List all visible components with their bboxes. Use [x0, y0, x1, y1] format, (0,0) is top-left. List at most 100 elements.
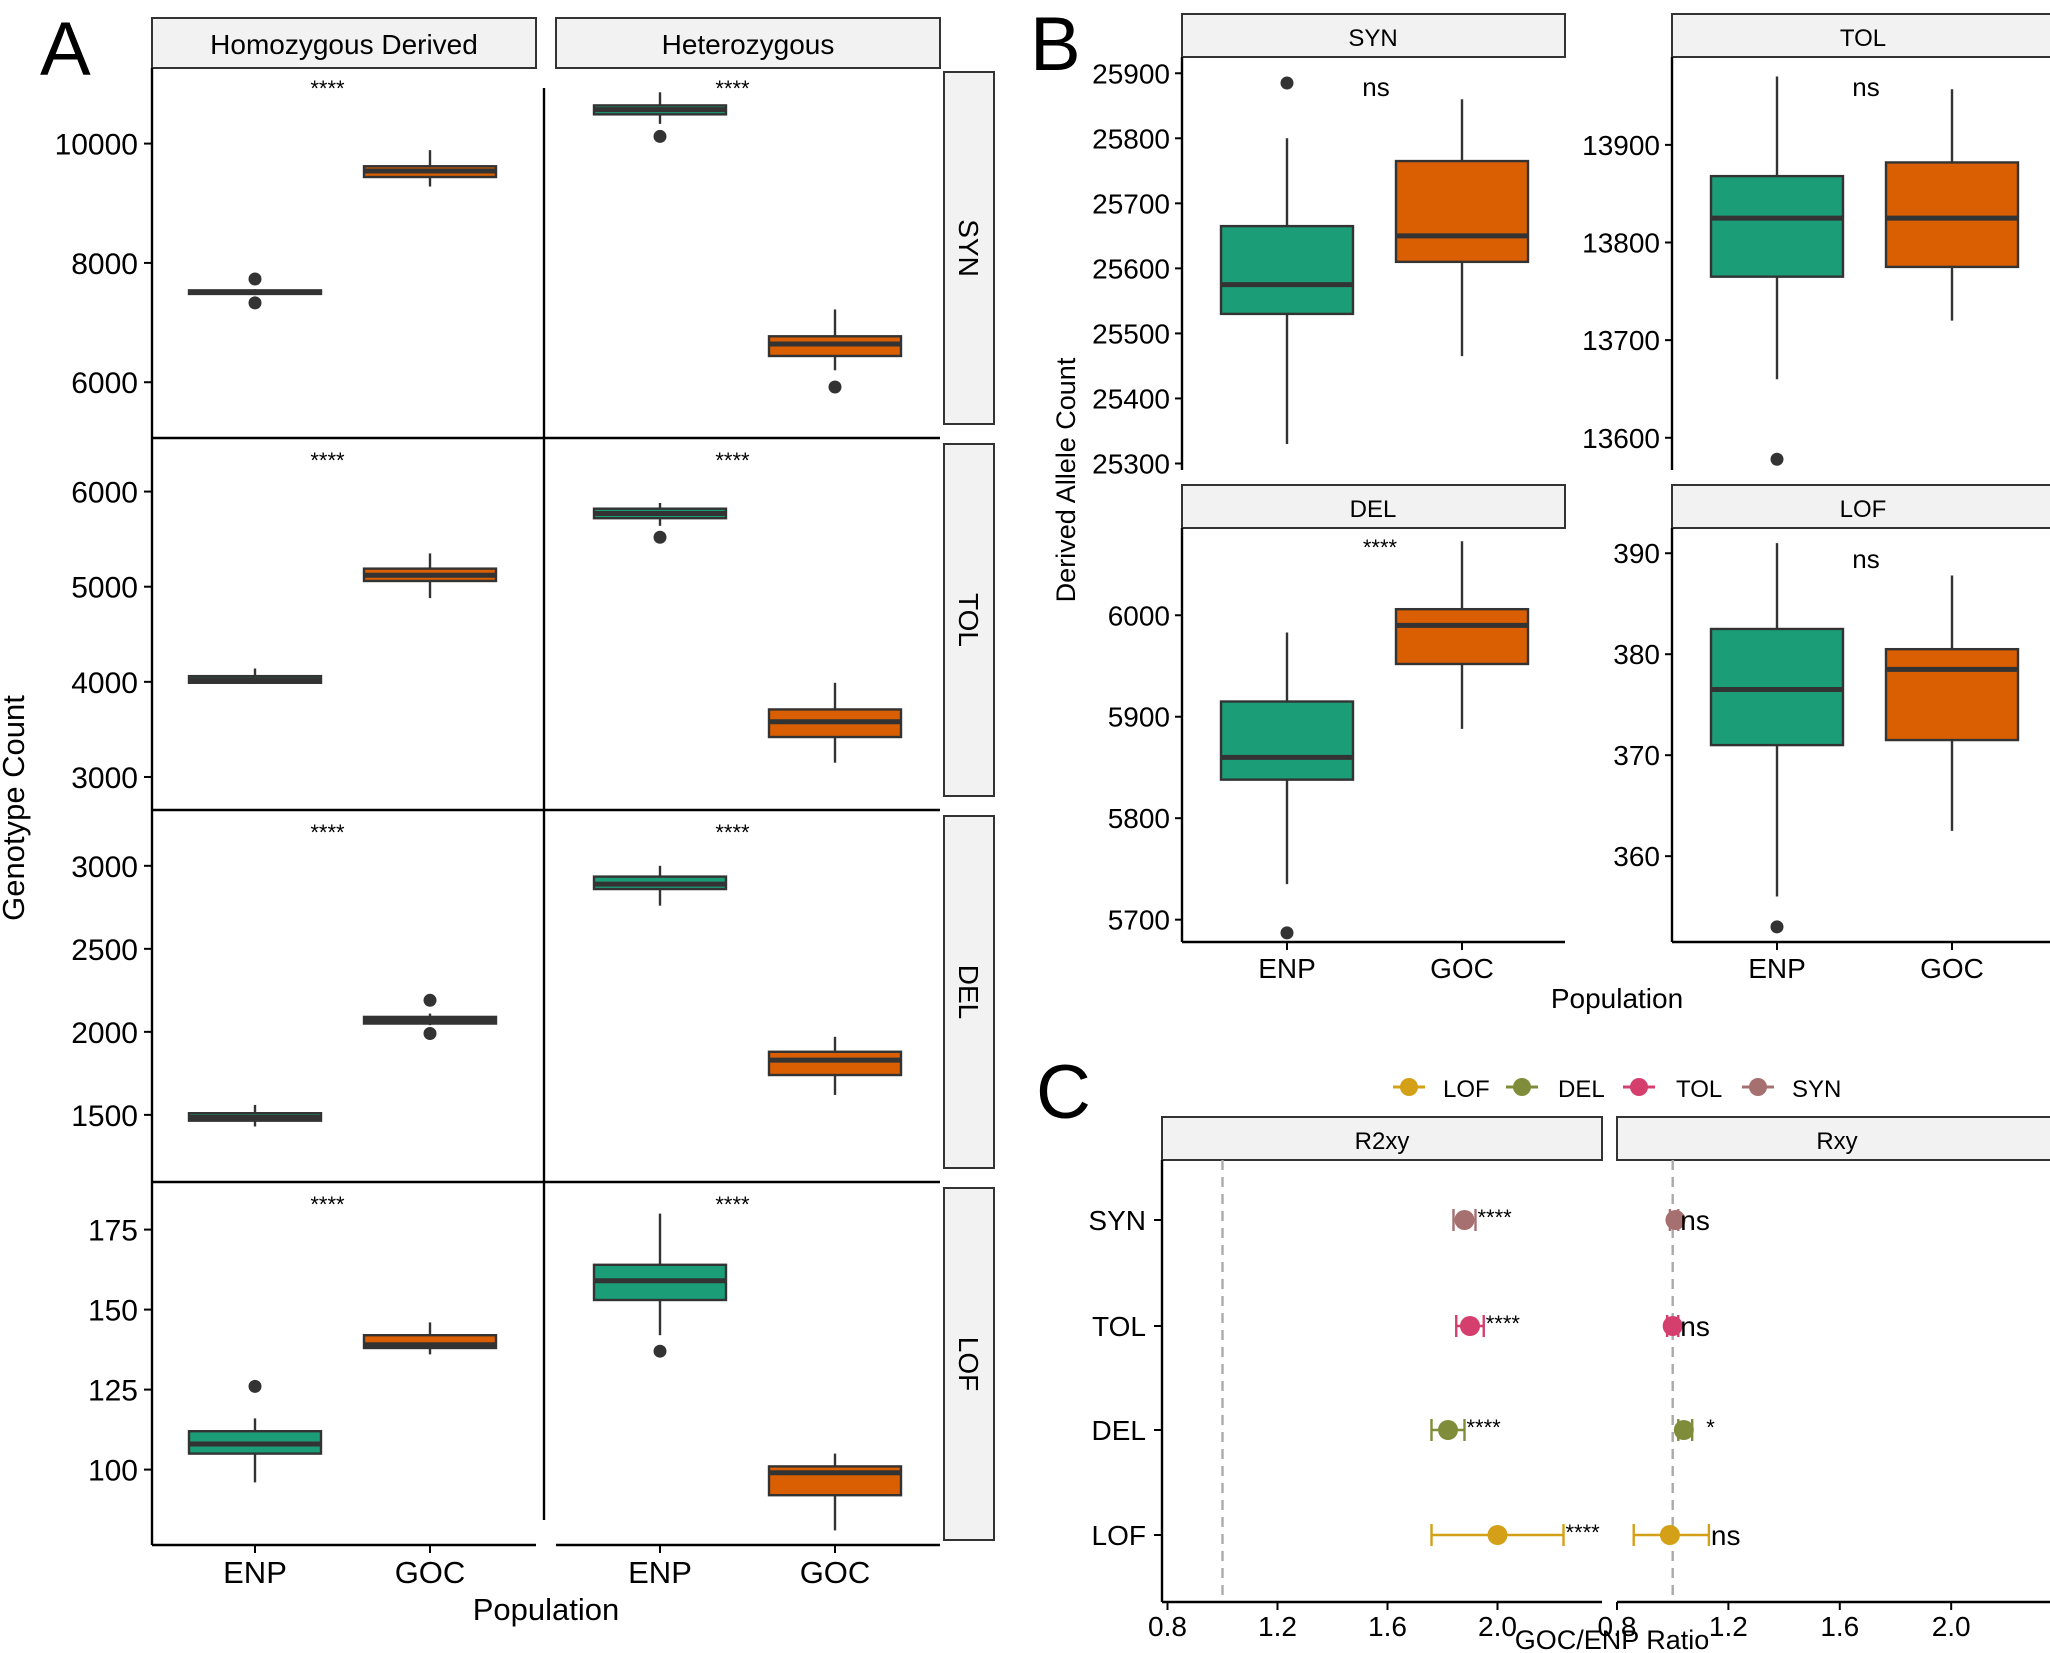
strip-label-tol: TOL — [953, 593, 984, 647]
legend-del-label: DEL — [1558, 1076, 1605, 1103]
a-lof-heterozygous-significance: **** — [715, 1192, 750, 1217]
legend-del-marker — [1513, 1078, 1531, 1096]
strip-label-c-r2xy: R2xy — [1355, 1128, 1410, 1155]
b-tol-significance: ns — [1852, 72, 1879, 102]
b-syn-ytick-label-25400: 25400 — [1092, 383, 1170, 414]
c-r2xy-lof-point — [1487, 1525, 1508, 1545]
c-rxy-lof-point — [1659, 1525, 1680, 1545]
panel-a-y-axis-title: Genotype Count — [0, 695, 31, 921]
a-syn-heterozygous-significance: **** — [715, 76, 750, 101]
c-r2xy-del-point — [1438, 1420, 1458, 1440]
b-del-enp-outlier-0 — [1280, 926, 1294, 940]
b-del-ytick-label-5700: 5700 — [1108, 905, 1170, 936]
a-syn-ytick-label-8000: 8000 — [71, 248, 138, 281]
a-del-heterozygous-goc-box — [767, 1050, 903, 1077]
legend-lof-label: LOF — [1443, 1076, 1490, 1103]
a-lof-ytick-label-125: 125 — [88, 1375, 138, 1408]
b-del-significance: **** — [1363, 535, 1398, 560]
panel-b-marks: ns 25300 25400 25500 25600 25700 25800 25900 ns 1… — [1092, 58, 2020, 984]
b-tol-goc-box — [1884, 161, 2020, 269]
a-tol-homozygous-derived-significance: **** — [310, 448, 345, 473]
strip-label-b-syn: SYN — [1348, 25, 1397, 52]
b-lof-ytick-label-370: 370 — [1613, 740, 1660, 771]
a-lof-homozygous-derived-enp-outlier-0 — [248, 1379, 262, 1393]
strip-b-tol — [1671, 13, 2050, 58]
a-syn-homozygous-derived-significance: **** — [310, 76, 345, 101]
c-rxy-xtick-label-0-8: 0.8 — [1598, 1611, 1637, 1642]
c-r2xy-tol-point — [1460, 1316, 1480, 1336]
a-syn-heterozygous-enp-outlier-0 — [653, 129, 667, 143]
c-ytick-label-del: DEL — [1092, 1415, 1146, 1446]
b-tol-ytick-label-13600: 13600 — [1582, 423, 1660, 454]
strip-b-lof — [1671, 484, 2050, 529]
a-xtick-label-3: GOC — [800, 1555, 871, 1590]
b-del-ytick-label-5900: 5900 — [1108, 702, 1170, 733]
b-tol-enp-box — [1709, 174, 1845, 278]
c-ytick-label-syn: SYN — [1088, 1205, 1146, 1236]
a-syn-homozygous-derived-enp-outlier-0 — [248, 272, 262, 286]
a-tol-heterozygous-significance: **** — [715, 448, 750, 473]
a-lof-ytick-label-100: 100 — [88, 1455, 138, 1488]
strip-label-c-rxy: Rxy — [1816, 1128, 1857, 1155]
a-del-homozygous-derived-significance: **** — [310, 820, 345, 845]
a-syn-heterozygous-goc-outlier-0 — [828, 380, 842, 394]
strip-homozygous-derived — [151, 17, 537, 69]
a-xtick-label-2: ENP — [628, 1555, 692, 1590]
b-lof-goc-box — [1884, 647, 2020, 742]
a-del-heterozygous-significance: **** — [715, 820, 750, 845]
b-syn-enp-box — [1219, 224, 1355, 316]
b-syn-enp-outlier-0 — [1280, 76, 1294, 90]
a-del-ytick-label-3000: 3000 — [71, 851, 138, 884]
b-syn-ytick-label-25500: 25500 — [1092, 318, 1170, 349]
b-del-ytick-label-6000: 6000 — [1108, 600, 1170, 631]
c-r2xy-xtick-label-1-6: 1.6 — [1368, 1611, 1407, 1642]
c-r2xy-xtick-label-1-2: 1.2 — [1258, 1611, 1297, 1642]
panel-a-marks: **** 6000 8000 10000 **** **** 3000 4000 5000 600… — [55, 76, 903, 1590]
b-del-xtick-label-1: GOC — [1430, 953, 1494, 984]
legend-lof-marker — [1400, 1078, 1418, 1096]
b-syn-ytick-label-25300: 25300 — [1092, 448, 1170, 479]
strip-label-heterozygous: Heterozygous — [662, 29, 835, 60]
a-tol-ytick-label-5000: 5000 — [71, 572, 138, 605]
strip-heterozygous — [555, 17, 941, 69]
c-rxy-tol-point — [1662, 1316, 1683, 1336]
c-rxy-xtick-label-1-6: 1.6 — [1820, 1611, 1859, 1642]
c-rxy-del-point — [1673, 1420, 1694, 1440]
b-tol-ytick-label-13700: 13700 — [1582, 325, 1660, 356]
b-syn-goc-box — [1394, 159, 1530, 264]
c-rxy-xtick-label-1-2: 1.2 — [1709, 1611, 1748, 1642]
legend-syn-label: SYN — [1792, 1076, 1841, 1103]
panel-a: Homozygous Derived Heterozygous SYN TOL … — [0, 17, 995, 1627]
panel-label-b: B — [1030, 2, 1081, 87]
b-syn-ytick-label-25700: 25700 — [1092, 188, 1170, 219]
b-tol-ytick-label-13800: 13800 — [1582, 228, 1660, 259]
a-tol-ytick-label-4000: 4000 — [71, 667, 138, 700]
panel-b: SYN TOL DEL LOF Derived Allele Count Pop… — [1051, 13, 2050, 1014]
strip-syn — [943, 71, 995, 425]
b-syn-significance: ns — [1362, 72, 1389, 102]
c-r2xy-xtick-label-2-0: 2.0 — [1478, 1611, 1517, 1642]
panel-c-x-axis-title: GOC/ENP Ratio — [1515, 1625, 1710, 1653]
panel-label-c: C — [1036, 1050, 1091, 1135]
a-lof-homozygous-derived-significance: **** — [310, 1192, 345, 1217]
strip-label-b-del: DEL — [1350, 496, 1397, 523]
c-rxy-del-significance: * — [1706, 1415, 1715, 1440]
a-del-ytick-label-2500: 2500 — [71, 934, 138, 967]
b-tol-ytick-label-13900: 13900 — [1582, 130, 1660, 161]
strip-label-homozygous-derived: Homozygous Derived — [210, 29, 478, 60]
b-syn-ytick-label-25900: 25900 — [1092, 58, 1170, 89]
panel-c: LOF DEL TOL SYN R2xy Rxy GOC/ENP Ratio S… — [1088, 1076, 2050, 1653]
b-lof-xtick-label-1: GOC — [1920, 953, 1984, 984]
c-ytick-label-tol: TOL — [1092, 1311, 1146, 1342]
strip-label-lof: LOF — [953, 1337, 984, 1391]
c-rxy-lof-significance: ns — [1711, 1520, 1741, 1551]
b-del-ytick-label-5800: 5800 — [1108, 803, 1170, 834]
a-xtick-label-1: GOC — [395, 1555, 466, 1590]
strip-lof — [943, 1187, 995, 1541]
legend-syn-marker — [1749, 1078, 1767, 1096]
a-tol-ytick-label-6000: 6000 — [71, 477, 138, 510]
c-r2xy-tol-significance: **** — [1486, 1311, 1521, 1336]
panel-b-x-axis-title: Population — [1551, 983, 1683, 1014]
